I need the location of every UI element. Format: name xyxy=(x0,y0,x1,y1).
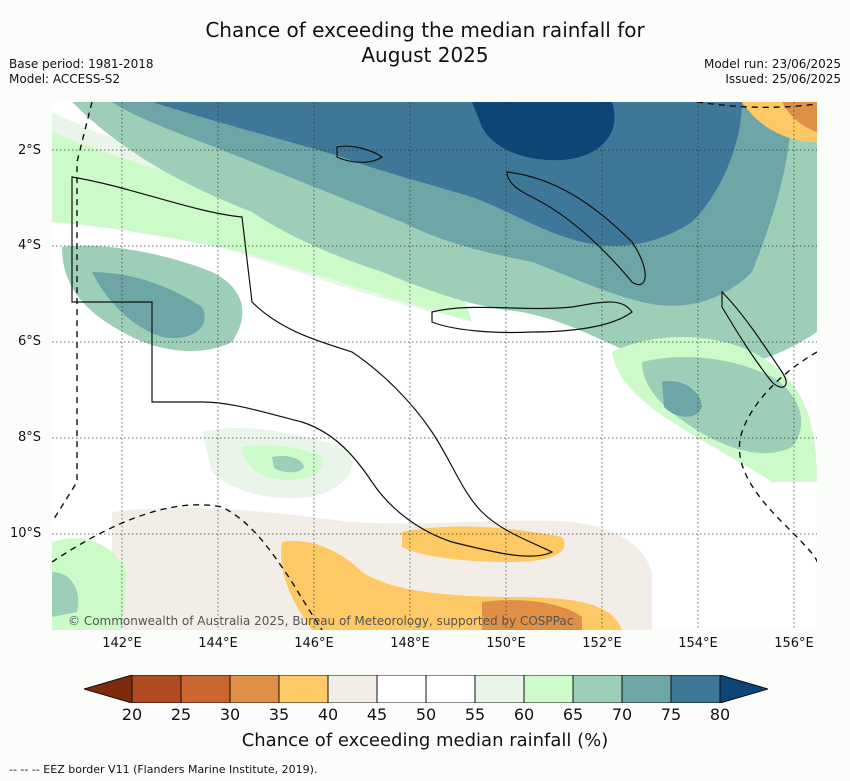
lon-label-148e: 148°E xyxy=(390,636,430,651)
colorbar-bin-45-50 xyxy=(376,674,427,704)
zone-60-65-nw xyxy=(52,132,472,322)
colorbar-extend-high xyxy=(719,674,770,704)
lon-label-152e: 152°E xyxy=(582,636,622,651)
lat-label-4s: 4°S xyxy=(18,238,42,253)
zone-35-40-se xyxy=(402,526,565,562)
meta-left: Base period: 1981-2018 Model: ACCESS-S2 xyxy=(9,57,154,87)
colorbar-tick: 40 xyxy=(317,705,339,724)
colorbar-bin-25-30 xyxy=(180,674,231,704)
colorbar-tick: 55 xyxy=(464,705,486,724)
colorbar xyxy=(82,674,770,704)
colorbar-extend-low xyxy=(82,674,133,704)
map-svg xyxy=(52,102,817,630)
zone-70-75-west xyxy=(92,272,205,338)
title-line-2: August 2025 xyxy=(361,43,489,67)
title-line-1: Chance of exceeding the median rainfall … xyxy=(205,18,645,42)
colorbar-tick: 30 xyxy=(219,705,241,724)
colorbar-bin-40-45 xyxy=(327,674,378,704)
lon-label-146e: 146°E xyxy=(294,636,334,651)
colorbar-bin-70-75 xyxy=(621,674,672,704)
land-outline-newireland xyxy=(506,171,646,286)
copyright-notice: © Commonwealth of Australia 2025, Bureau… xyxy=(68,614,574,628)
lon-label-144e: 144°E xyxy=(198,636,238,651)
colorbar-bin-55-60 xyxy=(474,674,525,704)
issued-date: Issued: 25/06/2025 xyxy=(725,72,841,86)
zone-70-75-east xyxy=(662,381,702,417)
land-outline-bougainville xyxy=(721,290,787,388)
zone-30-35-ne xyxy=(782,102,817,132)
chart-title: Chance of exceeding the median rainfall … xyxy=(0,18,850,68)
colorbar-tick: 20 xyxy=(121,705,143,724)
colorbar-tick: 35 xyxy=(268,705,290,724)
colorbar-tick: 60 xyxy=(513,705,535,724)
land-outline-manus xyxy=(336,145,384,163)
colorbar-bin-75-80 xyxy=(670,674,721,704)
colorbar-label: Chance of exceeding median rainfall (%) xyxy=(241,730,609,751)
colorbar-bin-20-25 xyxy=(131,674,182,704)
land-outline-newbritain xyxy=(431,301,633,334)
colorbar-bin-50-55 xyxy=(425,674,476,704)
lon-label-156e: 156°E xyxy=(774,636,814,651)
colorbar-ticks: 20 25 30 35 40 45 50 55 60 65 70 75 80 xyxy=(0,705,850,725)
meta-right: Model run: 23/06/2025 Issued: 25/06/2025 xyxy=(704,57,841,87)
land-outline-png xyxy=(71,176,554,557)
zone-gt80-north xyxy=(472,102,615,161)
lat-label-2s: 2°S xyxy=(18,143,42,158)
zone-65-70-sc xyxy=(272,456,304,473)
lon-label-142e: 142°E xyxy=(102,636,142,651)
eez-border xyxy=(696,102,817,109)
colorbar-tick: 65 xyxy=(562,705,584,724)
colorbar-svg xyxy=(82,674,770,704)
lon-label-150e: 150°E xyxy=(486,636,526,651)
zone-65-70-sw xyxy=(52,572,79,617)
eez-border xyxy=(738,351,817,563)
lat-label-10s: 10°S xyxy=(10,526,42,541)
zone-30-35-south xyxy=(482,600,582,630)
model-name: Model: ACCESS-S2 xyxy=(9,72,121,86)
rainfall-map xyxy=(52,102,817,630)
colorbar-tick: 50 xyxy=(415,705,437,724)
lon-label-154e: 154°E xyxy=(678,636,718,651)
colorbar-tick: 80 xyxy=(709,705,731,724)
base-period: Base period: 1981-2018 xyxy=(9,57,154,71)
colorbar-bin-35-40 xyxy=(278,674,329,704)
colorbar-bin-60-65 xyxy=(523,674,574,704)
colorbar-tick: 70 xyxy=(611,705,633,724)
colorbar-bin-65-70 xyxy=(572,674,623,704)
colorbar-bin-30-35 xyxy=(229,674,280,704)
colorbar-tick: 75 xyxy=(660,705,682,724)
eez-footnote: -- -- -- EEZ border V11 (Flanders Marine… xyxy=(9,763,318,776)
model-run: Model run: 23/06/2025 xyxy=(703,57,841,71)
lat-label-8s: 8°S xyxy=(18,430,42,445)
eez-border xyxy=(52,102,93,523)
map-gridlines xyxy=(52,102,817,630)
lat-label-6s: 6°S xyxy=(18,334,42,349)
zone-65-70-east xyxy=(642,357,802,454)
colorbar-tick: 25 xyxy=(170,705,192,724)
colorbar-tick: 45 xyxy=(366,705,388,724)
